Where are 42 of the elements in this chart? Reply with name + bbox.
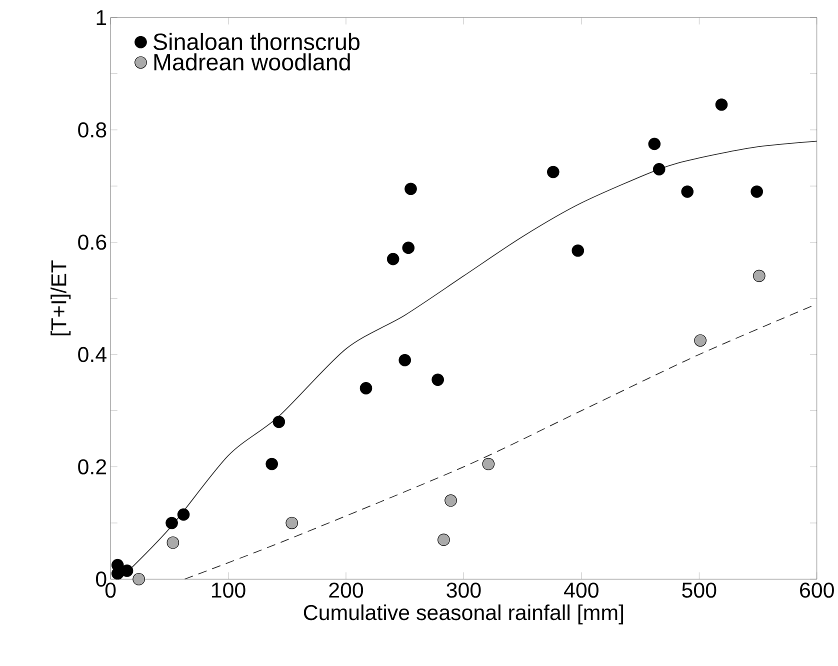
x-axis-title: Cumulative seasonal rainfall [mm] bbox=[304, 604, 623, 624]
point bbox=[386, 252, 400, 266]
point bbox=[547, 166, 560, 178]
x-tick-label: 200 bbox=[329, 582, 364, 598]
point bbox=[715, 98, 728, 111]
point bbox=[166, 536, 180, 549]
point bbox=[360, 382, 372, 394]
point bbox=[404, 182, 417, 195]
point bbox=[398, 354, 412, 366]
point bbox=[132, 572, 145, 586]
point bbox=[648, 138, 661, 150]
y-axis-title: [T+I]/ET bbox=[50, 260, 71, 336]
y-tick-label: 0 bbox=[96, 571, 106, 587]
y-tick-label: 1 bbox=[96, 10, 106, 25]
point bbox=[286, 516, 298, 530]
point bbox=[120, 564, 134, 577]
y-tick-label: 0.6 bbox=[78, 234, 106, 250]
point bbox=[432, 374, 444, 386]
legend-label: Sinaloan thornscrub bbox=[154, 32, 360, 50]
point bbox=[272, 416, 286, 428]
legend-label: Madrean woodland bbox=[154, 53, 350, 70]
x-tick-label: 300 bbox=[446, 582, 481, 598]
point bbox=[482, 458, 495, 470]
point bbox=[694, 334, 706, 347]
y-tick-label: 0.4 bbox=[78, 346, 106, 362]
point bbox=[266, 458, 278, 470]
y-tick-label: 0.2 bbox=[78, 459, 106, 474]
point bbox=[681, 185, 694, 198]
point bbox=[177, 508, 190, 521]
point bbox=[402, 242, 415, 254]
x-tick-label: 100 bbox=[212, 582, 246, 598]
x-tick-label: 500 bbox=[682, 582, 716, 598]
x-tick-label: 400 bbox=[564, 582, 598, 598]
x-tick-label: 600 bbox=[800, 582, 834, 598]
point bbox=[438, 534, 450, 546]
point bbox=[652, 162, 666, 176]
point bbox=[572, 244, 584, 257]
point bbox=[444, 494, 457, 507]
y-tick-label: 0.8 bbox=[78, 122, 106, 138]
point bbox=[750, 185, 764, 198]
point bbox=[166, 516, 178, 530]
point bbox=[753, 270, 766, 282]
